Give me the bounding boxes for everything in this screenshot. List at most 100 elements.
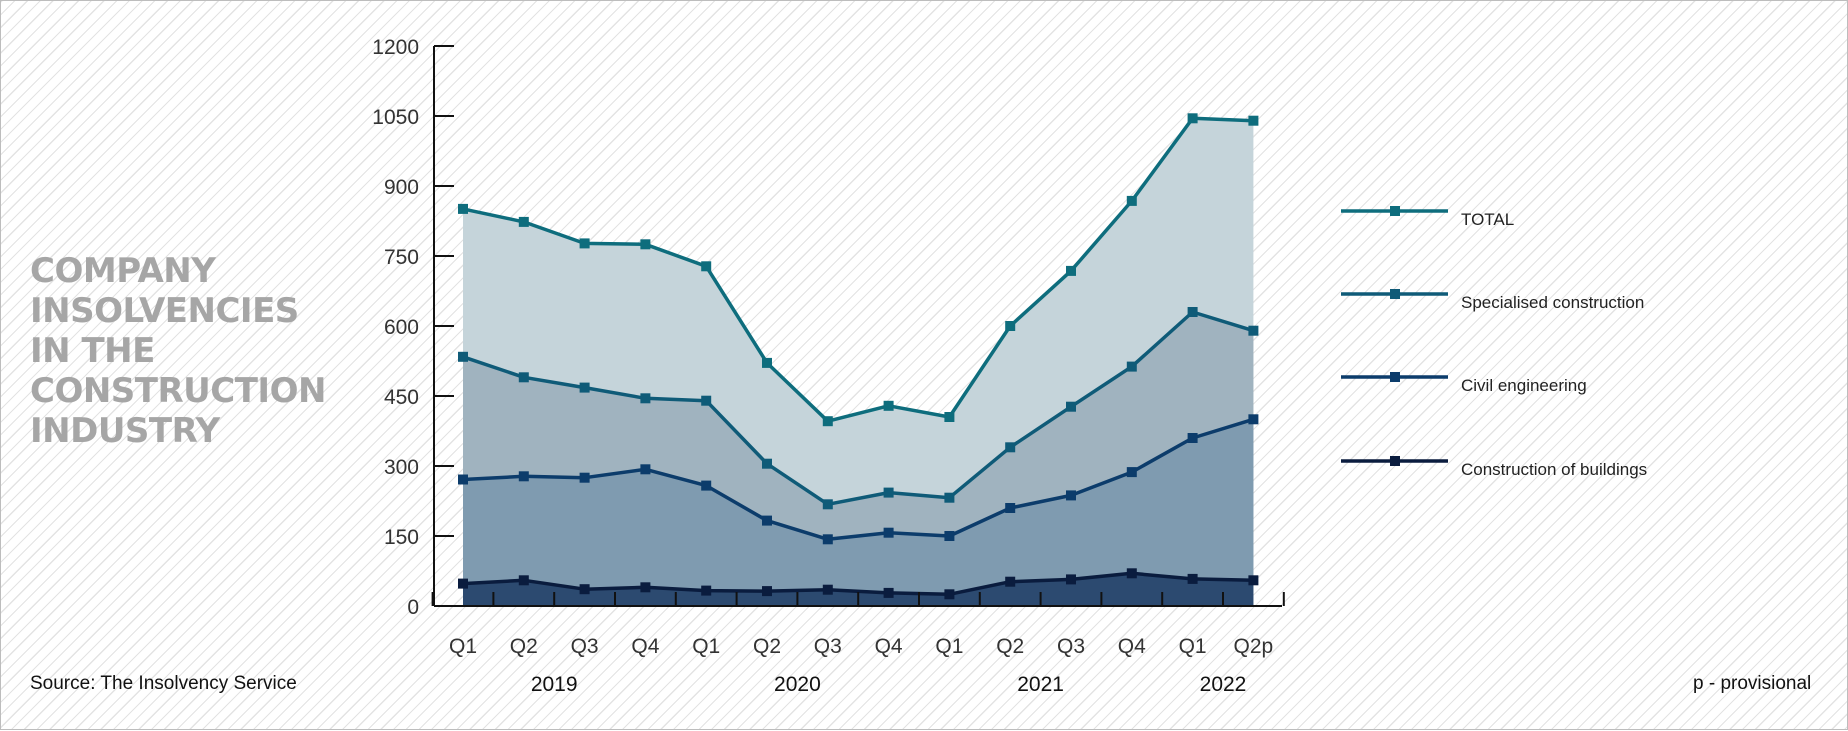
- data-point: [579, 584, 590, 595]
- data-point: [518, 575, 529, 586]
- data-point: [640, 464, 651, 475]
- data-point: [1005, 576, 1016, 587]
- series-line-civil-engineering: [462, 417, 1254, 542]
- legend-label: Specialised construction: [1461, 293, 1644, 312]
- data-point: [1126, 361, 1137, 372]
- data-point: [701, 261, 712, 272]
- legend-marker: [1390, 456, 1400, 466]
- y-tick-label: 600: [384, 316, 419, 339]
- data-point: [1126, 467, 1137, 478]
- x-tick-label: Q1: [1179, 635, 1207, 658]
- data-point: [458, 474, 468, 485]
- data-point: [1066, 265, 1076, 276]
- y-tick-label: 750: [384, 246, 419, 269]
- y-tick-label: 1050: [372, 106, 419, 129]
- source-note: Source: The Insolvency Service: [30, 673, 297, 694]
- title-line: INSOLVENCIES: [30, 291, 299, 331]
- x-tick-label: Q2: [753, 635, 781, 658]
- y-tick-label: 300: [384, 456, 419, 479]
- data-point: [1187, 307, 1198, 317]
- title-line: INDUSTRY: [30, 411, 220, 451]
- x-tick-label: Q2: [996, 635, 1024, 658]
- data-point: [1005, 503, 1016, 513]
- legend-label: Construction of buildings: [1461, 460, 1647, 479]
- x-tick-label: Q2p: [1234, 635, 1274, 658]
- data-point: [762, 586, 772, 597]
- data-point: [1248, 325, 1259, 336]
- data-point: [1187, 433, 1198, 443]
- data-point: [518, 372, 529, 383]
- data-point: [883, 527, 894, 538]
- data-point: [518, 216, 529, 227]
- data-point: [762, 515, 772, 526]
- data-point: [458, 203, 468, 214]
- data-point: [640, 582, 651, 593]
- data-point: [458, 578, 468, 589]
- year-label: 2019: [531, 673, 578, 696]
- data-point: [883, 487, 894, 498]
- legend-marker: [1390, 206, 1400, 216]
- data-point: [458, 351, 468, 362]
- y-tick-label: 150: [384, 526, 419, 549]
- title-line: CONSTRUCTION: [30, 371, 326, 411]
- data-point: [944, 589, 955, 600]
- legend-label: TOTAL: [1461, 210, 1514, 229]
- x-tick-label: Q4: [631, 635, 659, 658]
- x-tick-label: Q1: [692, 635, 720, 658]
- y-tick-label: 450: [384, 386, 419, 409]
- data-point: [1187, 113, 1198, 124]
- data-point: [944, 492, 955, 503]
- data-point: [1248, 575, 1259, 586]
- data-point: [701, 480, 712, 491]
- data-point: [640, 239, 651, 250]
- x-tick-label: Q3: [1057, 635, 1085, 658]
- data-point: [822, 584, 833, 595]
- data-point: [1187, 573, 1198, 584]
- x-tick-label: Q4: [1118, 635, 1146, 658]
- series-line-total: [462, 116, 1254, 423]
- data-point: [883, 400, 894, 411]
- data-point: [944, 531, 955, 541]
- y-tick-label: 1200: [372, 36, 419, 59]
- x-tick-label: Q3: [571, 635, 599, 658]
- area-civil-engineering: [463, 419, 1254, 606]
- data-point: [1126, 195, 1137, 206]
- x-tick-label: Q1: [449, 635, 477, 658]
- data-point: [1066, 574, 1076, 585]
- data-point: [579, 382, 590, 393]
- data-point: [762, 357, 772, 368]
- series-line-specialised-construction: [462, 310, 1254, 507]
- data-point: [1005, 321, 1016, 331]
- y-tick-label: 900: [384, 176, 419, 199]
- data-point: [1126, 568, 1137, 579]
- y-tick-label: 0: [407, 596, 419, 619]
- title-line: IN THE: [30, 331, 155, 371]
- data-point: [822, 534, 833, 545]
- x-tick-label: Q3: [814, 635, 842, 658]
- data-point: [1005, 442, 1016, 453]
- title-line: COMPANY: [30, 251, 216, 291]
- year-label: 2022: [1200, 673, 1247, 696]
- data-point: [1066, 490, 1076, 501]
- x-tick-label: Q4: [875, 635, 903, 658]
- data-point: [944, 412, 955, 422]
- data-point: [579, 472, 590, 483]
- provisional-footnote: p - provisional: [1693, 673, 1812, 694]
- legend-marker: [1390, 372, 1400, 382]
- data-point: [883, 587, 894, 598]
- chart-title: COMPANY INSOLVENCIES IN THE CONSTRUCTION…: [30, 251, 326, 451]
- data-point: [518, 471, 529, 482]
- data-point: [1248, 115, 1259, 126]
- data-point: [1248, 414, 1259, 425]
- legend-marker: [1390, 289, 1400, 299]
- data-point: [822, 499, 833, 510]
- year-label: 2020: [774, 673, 821, 696]
- x-tick-label: Q1: [935, 635, 963, 658]
- legend-label: Civil engineering: [1461, 376, 1587, 395]
- data-point: [579, 238, 590, 249]
- year-label: 2021: [1017, 673, 1064, 696]
- data-point: [822, 416, 833, 427]
- data-point: [762, 458, 772, 469]
